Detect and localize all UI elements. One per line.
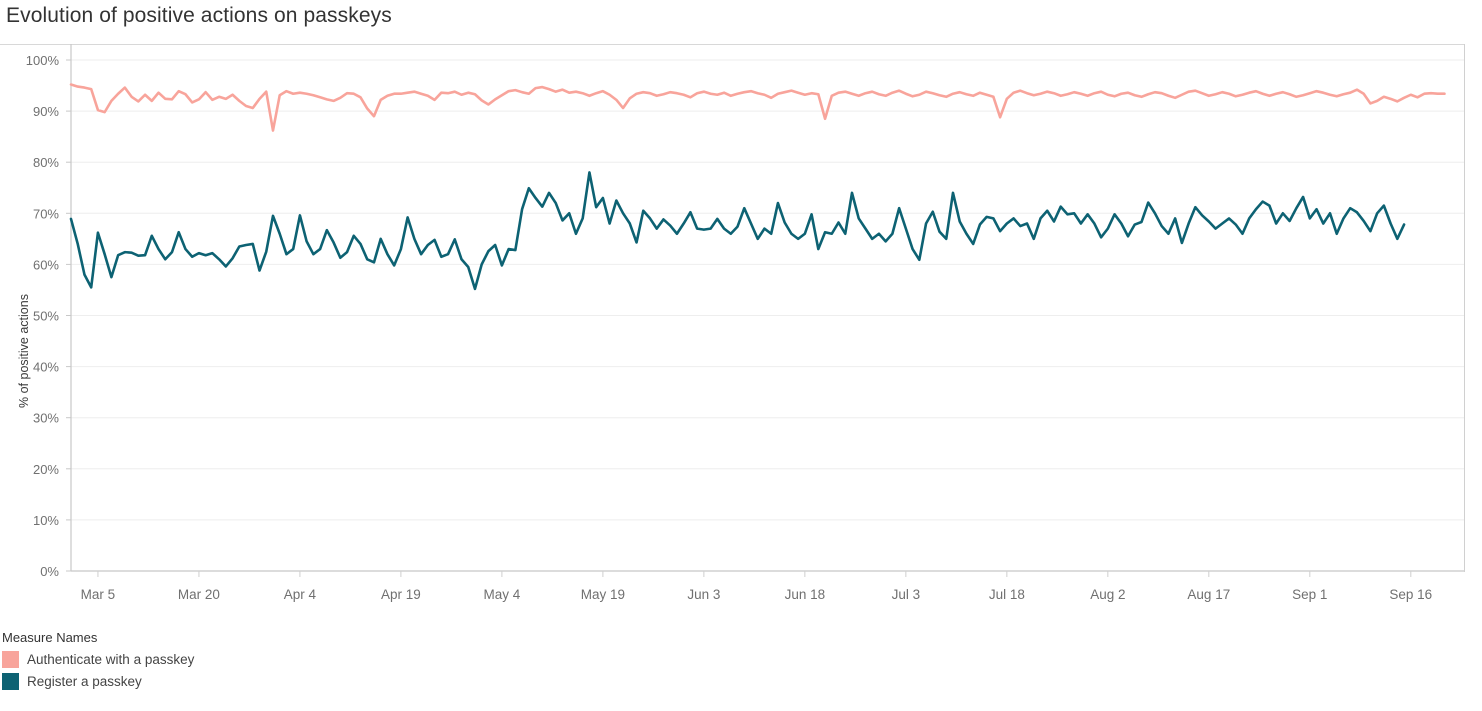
- y-axis-title: % of positive actions: [17, 294, 31, 408]
- y-tick-label: 20%: [33, 462, 59, 477]
- plot-right-border: [1464, 44, 1465, 572]
- y-tick-label: 50%: [33, 309, 59, 324]
- series-line-authenticate[interactable]: [69, 83, 1446, 132]
- legend: Measure Names Authenticate with a passke…: [0, 630, 420, 692]
- legend-swatch-register: [2, 672, 19, 690]
- x-tick-label: Jul 3: [892, 587, 921, 602]
- y-tick-label: 40%: [33, 360, 59, 375]
- x-tick-label: Sep 16: [1389, 587, 1432, 602]
- legend-title: Measure Names: [2, 630, 98, 645]
- y-tick-label: 0%: [40, 564, 59, 579]
- x-tick-label: Apr 4: [284, 587, 317, 602]
- x-tick-label: May 4: [484, 587, 521, 602]
- legend-label-register: Register a passkey: [27, 673, 142, 689]
- x-tick-label: Jul 18: [989, 587, 1025, 602]
- x-tick-label: Apr 19: [381, 587, 421, 602]
- series-line-register[interactable]: [69, 171, 1406, 291]
- legend-swatch-authenticate: [2, 650, 19, 668]
- plot-top-border: [0, 44, 1465, 45]
- y-tick-label: 90%: [33, 104, 59, 119]
- y-tick-label: 70%: [33, 206, 59, 221]
- x-tick-label: Jun 18: [785, 587, 826, 602]
- x-tick-label: May 19: [581, 587, 625, 602]
- y-tick-label: 60%: [33, 257, 59, 272]
- gridlines: [71, 59, 1464, 521]
- data-series-lines: [69, 83, 1446, 291]
- x-tick-label: Mar 5: [81, 587, 116, 602]
- x-tick-label: Mar 20: [178, 587, 220, 602]
- x-tick-label: Sep 1: [1292, 587, 1327, 602]
- x-tick-label: Jun 3: [687, 587, 720, 602]
- page-title: Evolution of positive actions on passkey…: [6, 4, 392, 27]
- x-axis-ticks: Mar 5 Mar 20 Apr 4 Apr 19 May 4 May 19 Jun 3 Ju…: [81, 571, 1432, 602]
- y-tick-label: 80%: [33, 155, 59, 170]
- legend-item-register[interactable]: Register a passkey: [0, 670, 420, 692]
- legend-item-authenticate[interactable]: Authenticate with a passkey: [0, 648, 420, 670]
- x-tick-label: Aug 17: [1187, 587, 1230, 602]
- legend-label-authenticate: Authenticate with a passkey: [27, 651, 195, 667]
- y-axis-ticks: 0% 10% 20% 30% 40% 50% 60% 70% 80% 90% 100%: [26, 53, 71, 579]
- y-tick-label: 10%: [33, 513, 59, 528]
- x-tick-label: Aug 2: [1090, 587, 1125, 602]
- y-tick-label: 100%: [26, 53, 60, 68]
- y-tick-label: 30%: [33, 411, 59, 426]
